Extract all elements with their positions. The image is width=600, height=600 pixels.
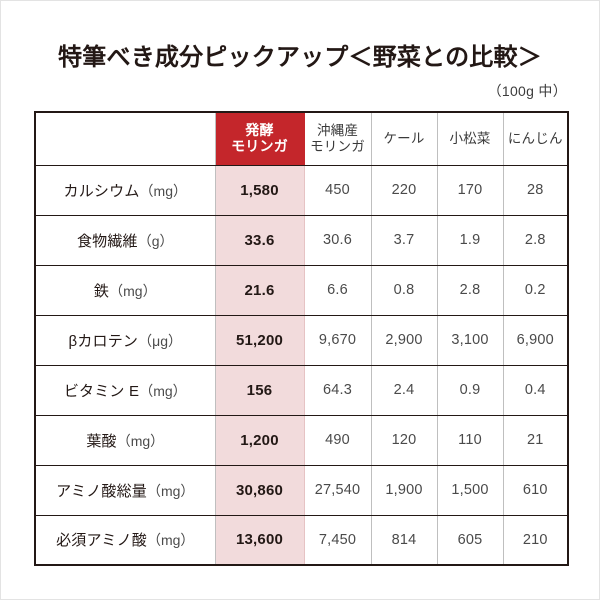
table-row: 鉄（mg） 21.6 6.6 0.8 2.8 0.2 (34, 264, 568, 316)
table-row: カルシウム（mg） 1,580 450 220 170 28 (34, 164, 568, 216)
nutrient-unit: （mg） (139, 382, 187, 399)
column-header-okinawa-moringa: 沖縄産 モリンガ (303, 111, 372, 166)
cell-dietary-fiber-hatsuko-moringa: 33.6 (214, 214, 305, 266)
cell-beta-carotene-komatsuna: 3,100 (436, 314, 504, 366)
cell-folic-acid-komatsuna: 110 (436, 414, 504, 466)
column-header-kale: ケール (370, 111, 438, 166)
cell-total-amino-acids-komatsuna: 1,500 (436, 464, 504, 516)
cell-essential-amino-acids-komatsuna: 605 (436, 514, 504, 566)
cell-vitamin-e-carrot: 0.4 (502, 364, 568, 416)
table-row: βカロテン（μg） 51,200 9,670 2,900 3,100 6,900 (34, 314, 568, 366)
cell-essential-amino-acids-hatsuko-moringa: 13,600 (214, 514, 305, 566)
cell-iron-komatsuna: 2.8 (436, 264, 504, 316)
column-header-komatsuna: 小松菜 (436, 111, 504, 166)
column-header-line1: にんじん (507, 130, 563, 146)
cell-essential-amino-acids-okinawa-moringa: 7,450 (303, 514, 372, 566)
column-header-line1: 発酵 (245, 122, 274, 139)
nutrient-name: 鉄 (93, 282, 110, 300)
cell-total-amino-acids-carrot: 610 (502, 464, 568, 516)
cell-calcium-okinawa-moringa: 450 (303, 164, 372, 216)
cell-beta-carotene-hatsuko-moringa: 51,200 (214, 314, 305, 366)
cell-dietary-fiber-kale: 3.7 (370, 214, 438, 266)
cell-dietary-fiber-okinawa-moringa: 30.6 (303, 214, 372, 266)
nutrient-unit: （mg） (146, 532, 195, 549)
nutrient-unit: （mg） (109, 282, 157, 299)
cell-beta-carotene-carrot: 6,900 (502, 314, 568, 366)
table-header: 発酵 モリンガ 沖縄産 モリンガ ケール 小松菜 にんじん (35, 111, 569, 166)
nutrient-name: βカロテン (68, 332, 139, 350)
column-header-line1: 沖縄産 (316, 123, 359, 139)
cell-folic-acid-kale: 120 (370, 414, 438, 466)
cell-vitamin-e-okinawa-moringa: 64.3 (303, 364, 372, 416)
cell-vitamin-e-kale: 2.4 (370, 364, 438, 416)
nutrient-unit: （mg） (146, 482, 195, 499)
header-row: 発酵 モリンガ 沖縄産 モリンガ ケール 小松菜 にんじん (35, 111, 569, 166)
column-header-line1: ケール (383, 130, 425, 146)
cell-beta-carotene-kale: 2,900 (370, 314, 438, 366)
row-label-iron: 鉄（mg） (34, 264, 216, 316)
nutrient-name: 葉酸 (86, 432, 117, 450)
table-row: アミノ酸総量（mg） 30,860 27,540 1,900 1,500 610 (34, 464, 568, 516)
cell-beta-carotene-okinawa-moringa: 9,670 (303, 314, 372, 366)
header-corner-cell (35, 111, 216, 166)
column-header-carrot: にんじん (502, 111, 569, 166)
cell-essential-amino-acids-kale: 814 (370, 514, 438, 566)
cell-calcium-hatsuko-moringa: 1,580 (214, 164, 305, 216)
cell-dietary-fiber-komatsuna: 1.9 (436, 214, 504, 266)
column-header-line2: モリンガ (310, 138, 365, 154)
cell-iron-carrot: 0.2 (502, 264, 568, 316)
nutrient-unit: （mg） (116, 432, 165, 449)
nutrition-comparison-table: 発酵 モリンガ 沖縄産 モリンガ ケール 小松菜 にんじん (34, 111, 569, 566)
cell-folic-acid-okinawa-moringa: 490 (303, 414, 372, 466)
cell-total-amino-acids-okinawa-moringa: 27,540 (303, 464, 372, 516)
row-label-dietary-fiber: 食物繊維（g） (34, 214, 216, 266)
cell-calcium-komatsuna: 170 (436, 164, 504, 216)
nutrition-table-wrapper: 発酵 モリンガ 沖縄産 モリンガ ケール 小松菜 にんじん (34, 111, 569, 566)
nutrient-name: アミノ酸総量 (56, 482, 147, 500)
cell-total-amino-acids-kale: 1,900 (370, 464, 438, 516)
row-label-folic-acid: 葉酸（mg） (34, 414, 216, 466)
row-label-beta-carotene: βカロテン（μg） (34, 314, 216, 366)
row-label-vitamin-e: ビタミン E（mg） (34, 364, 216, 416)
cell-vitamin-e-hatsuko-moringa: 156 (214, 364, 305, 416)
column-header-hatsuko-moringa: 発酵 モリンガ (214, 111, 305, 166)
table-row: ビタミン E（mg） 156 64.3 2.4 0.9 0.4 (34, 364, 568, 416)
nutrient-name: カルシウム (63, 182, 140, 200)
nutrient-unit: （μg） (138, 332, 182, 349)
table-body: カルシウム（mg） 1,580 450 220 170 28 食物繊維（g） 3… (34, 164, 568, 566)
nutrient-name: 必須アミノ酸 (56, 532, 147, 550)
per-100g-note: （100g 中） (487, 83, 567, 99)
cell-folic-acid-carrot: 21 (502, 414, 568, 466)
table-row: 必須アミノ酸（mg） 13,600 7,450 814 605 210 (34, 514, 568, 566)
row-label-total-amino-acids: アミノ酸総量（mg） (34, 464, 216, 516)
column-header-line1: 小松菜 (449, 130, 491, 146)
cell-calcium-carrot: 28 (502, 164, 568, 216)
cell-essential-amino-acids-carrot: 210 (502, 514, 568, 566)
nutrient-name: 食物繊維 (76, 232, 138, 250)
table-row: 食物繊維（g） 33.6 30.6 3.7 1.9 2.8 (34, 214, 568, 266)
table-row: 葉酸（mg） 1,200 490 120 110 21 (34, 414, 568, 466)
nutrient-unit: （g） (137, 232, 174, 249)
cell-folic-acid-hatsuko-moringa: 1,200 (214, 414, 305, 466)
cell-calcium-kale: 220 (370, 164, 438, 216)
cell-iron-okinawa-moringa: 6.6 (303, 264, 372, 316)
row-label-calcium: カルシウム（mg） (34, 164, 216, 216)
nutrient-name: ビタミン E (63, 382, 140, 400)
cell-iron-kale: 0.8 (370, 264, 438, 316)
cell-total-amino-acids-hatsuko-moringa: 30,860 (214, 464, 305, 516)
row-label-essential-amino-acids: 必須アミノ酸（mg） (34, 514, 216, 566)
cell-dietary-fiber-carrot: 2.8 (502, 214, 568, 266)
cell-vitamin-e-komatsuna: 0.9 (436, 364, 504, 416)
cell-iron-hatsuko-moringa: 21.6 (214, 264, 305, 316)
nutrient-unit: （mg） (139, 182, 187, 199)
page-title: 特筆べき成分ピックアップ＜野菜との比較＞ (58, 44, 542, 71)
column-header-line2: モリンガ (231, 137, 288, 154)
